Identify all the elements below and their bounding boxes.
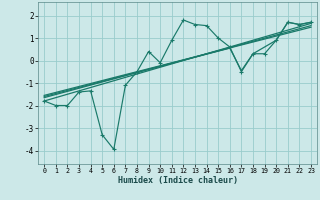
X-axis label: Humidex (Indice chaleur): Humidex (Indice chaleur) <box>118 176 238 185</box>
